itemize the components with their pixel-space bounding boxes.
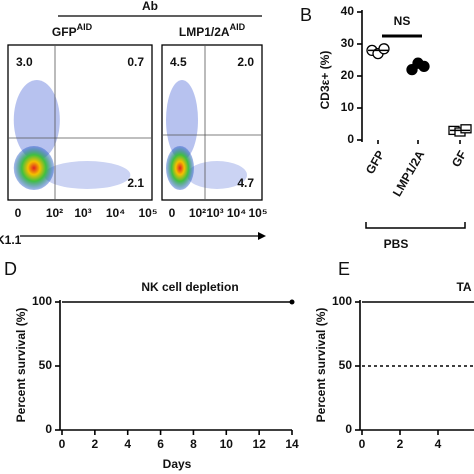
y-tick-label: 0 <box>45 422 52 436</box>
flow-tick-label: 10² <box>46 206 63 220</box>
x-tick-label: 8 <box>190 437 197 451</box>
y-tick-label: 50 <box>39 358 53 372</box>
x-tick-label: GF <box>449 148 469 169</box>
flow-title-main: LMP1/2A <box>179 25 230 39</box>
flow-tick-label: 10⁵ <box>139 206 158 220</box>
end-marker <box>289 299 295 305</box>
x-tick-label: 4 <box>124 437 131 451</box>
plot-frame <box>161 44 263 201</box>
y-tick-label: 100 <box>32 294 52 308</box>
y-axis-label: Percent survival (%) <box>314 308 328 423</box>
cloud <box>13 146 55 190</box>
y-axis-label: Percent survival (%) <box>14 308 28 423</box>
x-tick-label: 2 <box>92 437 99 451</box>
y-tick-label: 20 <box>341 68 355 82</box>
x-tick-label: 4 <box>435 437 442 451</box>
data-point <box>460 124 472 134</box>
y-tick-label: 50 <box>339 358 353 372</box>
arrow-head <box>258 232 266 240</box>
x-tick-label: 12 <box>252 437 266 451</box>
x-tick-label: 10 <box>220 437 234 451</box>
flow-tick-label: 10⁵ <box>249 206 268 220</box>
flow-tick-label: 10³ <box>206 206 223 220</box>
x-tick-label: 0 <box>59 437 66 451</box>
annotation: NS <box>394 14 411 28</box>
flow-x-label: K1.1 <box>0 233 22 247</box>
y-tick-label: 30 <box>341 36 355 50</box>
x-axis-label: Days <box>163 457 192 471</box>
x-tick-label: GFP <box>363 148 387 176</box>
quadrant-value: 3.0 <box>16 55 33 69</box>
x-tick-label: LMP1/2A <box>390 148 428 199</box>
cloud <box>166 80 198 160</box>
x-tick-label: 6 <box>157 437 164 451</box>
flow-tick-label: 10³ <box>74 206 91 220</box>
y-tick-label: 10 <box>341 100 355 114</box>
cloud <box>13 80 60 160</box>
y-tick-label: 0 <box>347 132 354 146</box>
quadrant-value: 2.0 <box>237 55 254 69</box>
cloud <box>187 161 247 189</box>
group-bracket <box>365 222 466 229</box>
flow-tick-label: 10² <box>189 206 206 220</box>
cloud <box>166 146 194 190</box>
x-tick-label: 0 <box>359 437 366 451</box>
quadrant-value: 2.1 <box>127 176 144 190</box>
y-tick-label: 0 <box>345 422 352 436</box>
data-point <box>378 43 390 55</box>
panel-label: B <box>300 5 312 25</box>
cloud <box>43 161 131 189</box>
panel-label: D <box>4 259 17 279</box>
flow-header: Ab <box>142 0 158 13</box>
panel-label: E <box>338 259 350 279</box>
plot-frame <box>7 44 153 201</box>
flow-tick-label: 10⁴ <box>106 206 125 220</box>
flow-title: LMP1/2AAID <box>179 22 246 39</box>
quadrant-value: 4.7 <box>237 176 254 190</box>
group-label: PBS <box>384 237 409 251</box>
chart-title: TA <box>456 280 471 294</box>
x-tick-label: 2 <box>397 437 404 451</box>
chart-title: NK cell depletion <box>141 280 238 294</box>
flow-title: GFPAID <box>52 22 93 39</box>
quadrant-value: 0.7 <box>127 55 144 69</box>
flow-title-sup: AID <box>77 22 93 32</box>
flow-title-main: GFP <box>52 25 77 39</box>
y-tick-label: 100 <box>332 294 352 308</box>
y-axis-label: CD3ε+ (%) <box>318 51 332 110</box>
flow-title-sup: AID <box>230 22 246 32</box>
x-tick-label: 14 <box>285 437 299 451</box>
flow-tick-label: 10⁴ <box>227 206 246 220</box>
quadrant-value: 4.5 <box>170 55 187 69</box>
flow-tick-label: 0 <box>169 206 176 220</box>
y-tick-label: 40 <box>341 4 355 18</box>
flow-tick-label: 0 <box>15 206 22 220</box>
